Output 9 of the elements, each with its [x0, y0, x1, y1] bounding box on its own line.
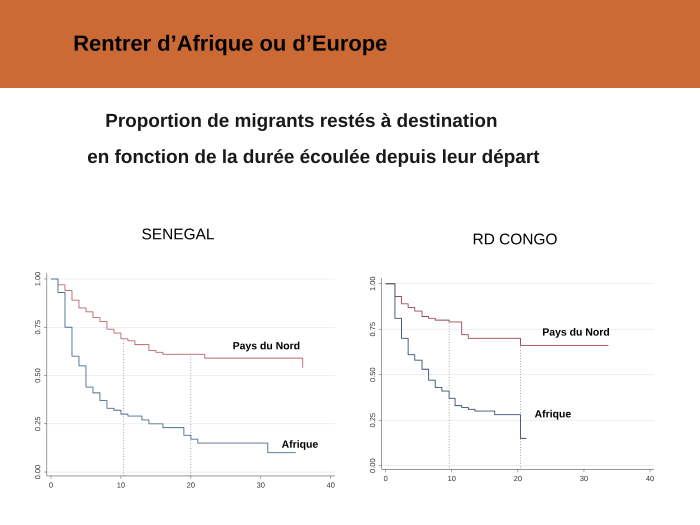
text: Proportion de migrants restés à destination	[106, 113, 496, 131]
text: en fonction de la durée écoulée depuis leur départ	[88, 149, 540, 167]
series-label: Afrique	[282, 440, 318, 450]
series-label: Pays du Nord	[233, 342, 300, 352]
series-label: Afrique	[534, 410, 571, 420]
chart-title: RD CONGO	[474, 234, 557, 244]
series-label: Pays du Nord	[543, 328, 610, 338]
chart-title: SENEGAL	[142, 228, 214, 240]
text: Rentrer d’Afrique ou d’Europe	[74, 34, 387, 56]
